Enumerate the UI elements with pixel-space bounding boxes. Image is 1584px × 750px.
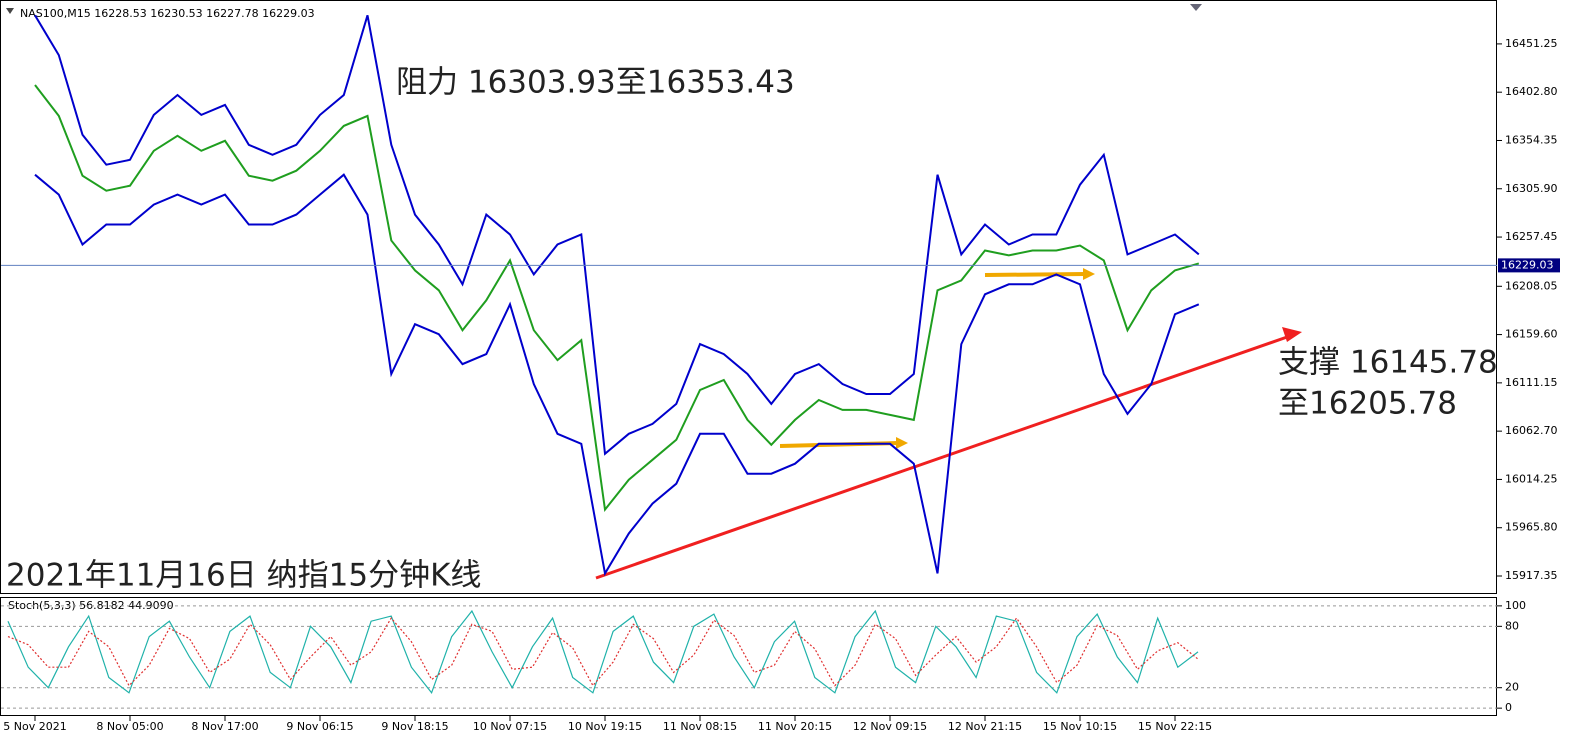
annotation: 支撑 16145.78 bbox=[1278, 345, 1498, 381]
trend-arrowhead bbox=[1282, 327, 1302, 342]
y-tick-label: 20 bbox=[1505, 681, 1519, 694]
stoch-frame bbox=[0, 597, 1497, 716]
current-price-label: 16229.03 bbox=[1501, 258, 1554, 271]
y-tick-label: 16305.90 bbox=[1505, 182, 1558, 195]
x-tick-label: 8 Nov 05:00 bbox=[96, 720, 163, 733]
y-tick-label: 16451.25 bbox=[1505, 37, 1558, 50]
y-tick-label: 16354.35 bbox=[1505, 133, 1558, 146]
x-tick-label: 11 Nov 08:15 bbox=[663, 720, 737, 733]
y-tick-label: 15917.35 bbox=[1505, 569, 1558, 582]
x-tick-label: 10 Nov 07:15 bbox=[473, 720, 547, 733]
x-tick-label: 9 Nov 18:15 bbox=[381, 720, 448, 733]
y-tick-label: 16402.80 bbox=[1505, 85, 1558, 98]
annotation: 至16205.78 bbox=[1278, 386, 1457, 422]
main-frame bbox=[0, 0, 1497, 594]
x-tick-label: 12 Nov 21:15 bbox=[948, 720, 1022, 733]
x-tick-label: 8 Nov 17:00 bbox=[191, 720, 258, 733]
x-tick-label: 12 Nov 09:15 bbox=[853, 720, 927, 733]
menu-triangle[interactable] bbox=[6, 8, 14, 14]
y-tick-label: 0 bbox=[1505, 701, 1512, 714]
annotation: 阻力 16303.93至16353.43 bbox=[396, 65, 795, 101]
x-tick-label: 9 Nov 06:15 bbox=[286, 720, 353, 733]
y-tick-label: 16208.05 bbox=[1505, 279, 1558, 292]
y-tick-label: 15965.80 bbox=[1505, 521, 1558, 534]
annotation: 2021年11月16日 纳指15分钟K线 bbox=[6, 558, 481, 594]
trend-line bbox=[595, 334, 1291, 580]
x-tick-label: 11 Nov 20:15 bbox=[758, 720, 832, 733]
x-tick-label: 10 Nov 19:15 bbox=[568, 720, 642, 733]
current-price-box bbox=[1498, 258, 1560, 273]
x-tick-label: 15 Nov 10:15 bbox=[1043, 720, 1117, 733]
series-line bbox=[34, 173, 1200, 577]
y-tick-label: 100 bbox=[1505, 599, 1526, 612]
series-line bbox=[34, 14, 1200, 456]
level-arrowhead bbox=[896, 437, 908, 449]
series-line bbox=[7, 609, 1199, 695]
x-tick-label: 5 Nov 2021 bbox=[3, 720, 66, 733]
y-tick-label: 16159.60 bbox=[1505, 328, 1558, 341]
series-line bbox=[7, 617, 1199, 687]
y-tick-label: 16257.45 bbox=[1505, 230, 1558, 243]
stoch-header: Stoch(5,3,3) 56.8182 44.9090 bbox=[8, 599, 174, 612]
y-tick-label: 80 bbox=[1505, 619, 1519, 632]
chart-header: NAS100,M15 16228.53 16230.53 16227.78 16… bbox=[20, 7, 315, 20]
x-tick-label: 15 Nov 22:15 bbox=[1138, 720, 1212, 733]
y-tick-label: 16062.70 bbox=[1505, 424, 1558, 437]
series-line bbox=[34, 84, 1200, 513]
scroll-marker[interactable] bbox=[1190, 4, 1202, 11]
level-arrowhead bbox=[1083, 268, 1095, 280]
y-tick-label: 16111.15 bbox=[1505, 376, 1558, 389]
level-arrow bbox=[984, 272, 1086, 277]
y-tick-label: 16014.25 bbox=[1505, 472, 1558, 485]
